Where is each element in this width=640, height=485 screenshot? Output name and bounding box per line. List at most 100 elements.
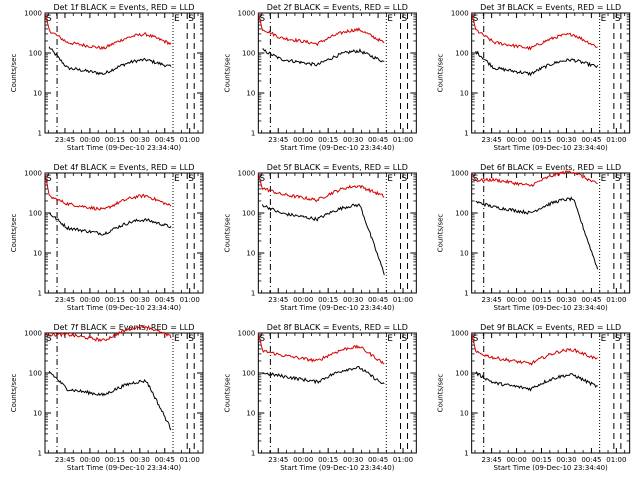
start-marker-label: S	[259, 174, 265, 184]
end-marker-label: E	[174, 334, 180, 344]
panel-det-9: Det 9f BLACK = Events, RED = LLD 1 10 100 10…	[437, 323, 631, 472]
x-tick-label: 00:00	[80, 136, 100, 144]
events-series-line	[475, 50, 599, 77]
y-axis-label: Counts/sec	[223, 214, 231, 253]
x-tick-label: 00:00	[293, 296, 313, 304]
y-tick-label: 1000	[451, 10, 469, 18]
y-tick-label: 100	[455, 370, 468, 378]
x-tick-label: 01:00	[393, 136, 413, 144]
events-series-line	[48, 212, 172, 236]
y-axis-label: Counts/sec	[10, 214, 18, 253]
y-tick-label: 100	[242, 210, 255, 218]
start-marker-label: S	[46, 334, 52, 344]
y-tick-label: 1	[38, 130, 42, 138]
y-axis-label: Counts/sec	[437, 54, 445, 93]
y-tick-label: 1000	[451, 330, 469, 338]
x-tick-label: 00:45	[368, 136, 388, 144]
y-tick-label: 1000	[24, 170, 42, 178]
x-tick-label: 00:30	[130, 456, 150, 464]
x-tick-label: 00:00	[506, 456, 526, 464]
end-marker-label: E	[601, 174, 607, 184]
end-marker-label: E	[387, 334, 393, 344]
panel-det-8: Det 8f BLACK = Events, RED = LLD 1 10 100 10…	[223, 323, 417, 472]
x-tick-label: 00:45	[155, 136, 175, 144]
plot-frame	[471, 172, 631, 294]
y-tick-label: 1	[38, 290, 42, 298]
x-tick-label: 00:15	[318, 136, 338, 144]
y-tick-label: 1	[251, 450, 255, 458]
events-series-line	[261, 203, 385, 276]
x-tick-label: 00:45	[368, 456, 388, 464]
y-tick-label: 10	[246, 250, 255, 258]
second-start-marker-label: S	[402, 334, 408, 344]
plot-frame	[44, 332, 204, 454]
y-tick-label: 100	[29, 210, 42, 218]
panel-det-4: Det 4f BLACK = Events, RED = LLD 1 10 100 10…	[10, 163, 204, 312]
end-marker-label: E	[174, 174, 180, 184]
chart-title: Det 6f BLACK = Events, RED = LLD	[480, 163, 621, 172]
lld-series-line	[257, 172, 385, 203]
x-tick-label: 00:15	[105, 136, 125, 144]
y-tick-label: 100	[29, 370, 42, 378]
y-tick-label: 100	[455, 50, 468, 58]
x-tick-label: 01:00	[606, 136, 626, 144]
plot-frame	[257, 172, 417, 294]
x-axis-label: Start Time (09-Dec-10 23:34:40)	[280, 144, 394, 152]
x-tick-label: 00:45	[581, 456, 601, 464]
lld-series-line	[257, 332, 385, 365]
events-series-line	[48, 370, 172, 431]
x-tick-label: 00:00	[80, 456, 100, 464]
y-axis-label: Counts/sec	[437, 214, 445, 253]
x-tick-label: 00:15	[531, 136, 551, 144]
x-axis-label: Start Time (09-Dec-10 23:34:40)	[494, 144, 608, 152]
start-marker-label: S	[46, 14, 52, 24]
chart-title: Det 7f BLACK = Events, RED = LLD	[53, 323, 194, 332]
start-marker-label: S	[473, 14, 479, 24]
y-tick-label: 10	[33, 410, 42, 418]
x-tick-label: 00:00	[506, 136, 526, 144]
chart-title: Det 8f BLACK = Events, RED = LLD	[267, 323, 408, 332]
y-tick-label: 100	[242, 370, 255, 378]
x-tick-label: 00:30	[343, 136, 363, 144]
y-axis-label: Counts/sec	[10, 374, 18, 413]
panel-det-7: Det 7f BLACK = Events, RED = LLD 1 10 100 10…	[10, 323, 204, 472]
x-axis-label: Start Time (09-Dec-10 23:34:40)	[67, 304, 181, 312]
start-marker-label: S	[473, 174, 479, 184]
plot-frame	[44, 12, 204, 134]
y-tick-label: 1000	[24, 330, 42, 338]
x-axis-label: Start Time (09-Dec-10 23:34:40)	[280, 464, 394, 472]
x-tick-label: 23:45	[268, 136, 288, 144]
panel-det-1: Det 1f BLACK = Events, RED = LLD 1 10 100 10…	[10, 3, 204, 152]
x-tick-label: 01:00	[606, 296, 626, 304]
lld-series-line	[471, 170, 598, 187]
second-start-marker-label: S	[615, 334, 621, 344]
y-tick-label: 1000	[238, 170, 256, 178]
events-series-line	[475, 371, 598, 392]
x-tick-label: 23:45	[268, 296, 288, 304]
x-tick-label: 00:15	[531, 456, 551, 464]
plot-frame	[44, 172, 204, 294]
panel-det-3: Det 3f BLACK = Events, RED = LLD 1 10 100 10…	[437, 3, 631, 152]
y-tick-label: 1000	[451, 170, 469, 178]
x-tick-label: 00:45	[155, 456, 175, 464]
y-tick-label: 1000	[24, 10, 42, 18]
y-axis-label: Counts/sec	[223, 54, 231, 93]
x-tick-label: 23:45	[482, 136, 502, 144]
plot-frame	[471, 12, 631, 134]
y-axis-label: Counts/sec	[10, 54, 18, 93]
x-tick-label: 23:45	[482, 296, 502, 304]
x-axis-label: Start Time (09-Dec-10 23:34:40)	[67, 144, 181, 152]
y-tick-label: 10	[33, 250, 42, 258]
x-axis-label: Start Time (09-Dec-10 23:34:40)	[494, 464, 608, 472]
end-marker-label: E	[387, 174, 393, 184]
second-start-marker-label: S	[402, 174, 408, 184]
x-tick-label: 00:45	[581, 136, 601, 144]
second-start-marker-label: S	[615, 174, 621, 184]
y-tick-label: 1	[251, 290, 255, 298]
start-marker-label: S	[46, 174, 52, 184]
y-tick-label: 10	[460, 90, 469, 98]
y-tick-label: 1	[464, 450, 468, 458]
x-tick-label: 23:45	[482, 456, 502, 464]
x-tick-label: 01:00	[180, 296, 200, 304]
x-tick-label: 01:00	[180, 456, 200, 464]
